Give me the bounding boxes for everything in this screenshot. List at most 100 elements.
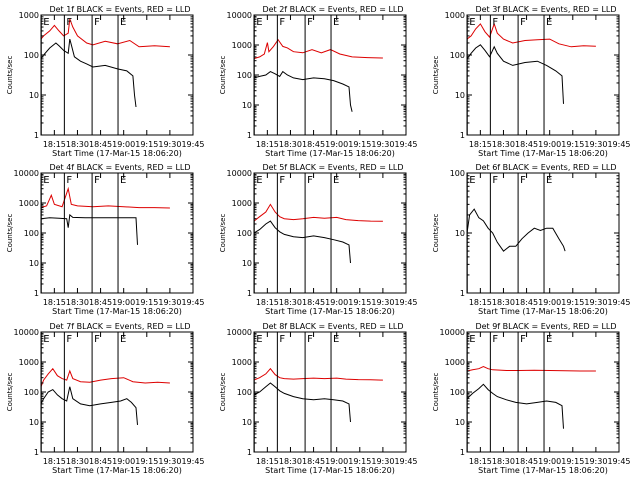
y-tick-label: 100 (450, 388, 465, 397)
y-tick-label: 10000 (14, 328, 39, 337)
y-tick-label: 100 (24, 388, 39, 397)
x-tick-label: 19:15 (348, 140, 371, 149)
x-tick-label: 18:45 (302, 298, 325, 307)
x-tick-label: 18:30 (279, 140, 302, 149)
y-tick-label: 1 (460, 448, 465, 457)
y-tick-label: 1 (34, 131, 39, 140)
y-axis-label: Counts/sec (6, 56, 14, 95)
x-axis-label: Start Time (17-Mar-15 18:06:20) (52, 466, 182, 475)
y-tick-label: 1000 (445, 11, 465, 20)
marker-label: F (520, 175, 526, 186)
y-tick-label: 100 (237, 71, 252, 80)
marker-label: E (256, 334, 262, 345)
y-tick-label: 10000 (14, 169, 39, 178)
y-tick-label: 10 (242, 418, 252, 427)
y-tick-label: 1 (247, 448, 252, 457)
x-tick-label: 18:45 (89, 298, 112, 307)
y-axis-label: Counts/sec (432, 56, 440, 95)
x-tick-label: 19:45 (394, 298, 417, 307)
x-tick-label: 19:00 (325, 457, 348, 466)
y-tick-label: 10 (242, 101, 252, 110)
lld-series-line (41, 367, 170, 387)
x-tick-label: 19:45 (181, 298, 204, 307)
y-axis-label: Counts/sec (219, 214, 227, 253)
marker-label: F (307, 17, 313, 28)
marker-label: F (520, 334, 526, 345)
y-tick-label: 10 (455, 229, 465, 238)
y-tick-label: 1 (34, 448, 39, 457)
x-tick-label: 18:15 (469, 457, 492, 466)
y-tick-label: 1000 (445, 358, 465, 367)
events-series-line (41, 386, 138, 425)
marker-label: E (120, 175, 126, 186)
marker-label: E (43, 17, 49, 28)
panel-frame (466, 172, 620, 294)
marker-label: F (94, 17, 100, 28)
y-tick-label: 1000 (19, 358, 39, 367)
x-axis-label: Start Time (17-Mar-15 18:06:20) (478, 466, 608, 475)
x-tick-label: 19:00 (538, 298, 561, 307)
x-tick-label: 19:45 (607, 457, 630, 466)
y-tick-label: 1000 (19, 199, 39, 208)
x-axis-label: Start Time (17-Mar-15 18:06:20) (478, 307, 608, 316)
marker-label: F (66, 17, 72, 28)
x-tick-label: 18:15 (256, 457, 279, 466)
x-tick-label: 18:15 (469, 140, 492, 149)
panel-frame (466, 331, 620, 453)
y-tick-label: 100 (450, 51, 465, 60)
lld-series-line (467, 366, 596, 372)
y-tick-label: 1 (247, 289, 252, 298)
marker-label: E (469, 334, 475, 345)
x-tick-label: 18:45 (515, 457, 538, 466)
panel-title: Det 3f BLACK = Events, RED = LLD (475, 5, 616, 14)
x-tick-label: 19:45 (181, 140, 204, 149)
x-tick-label: 18:15 (43, 140, 66, 149)
marker-label: E (43, 334, 49, 345)
y-axis-label: Counts/sec (219, 373, 227, 412)
x-tick-label: 19:00 (112, 457, 135, 466)
panel-title: Det 5f BLACK = Events, RED = LLD (262, 163, 403, 172)
marker-label: F (66, 175, 72, 186)
y-tick-label: 100 (24, 229, 39, 238)
x-tick-label: 18:30 (66, 140, 89, 149)
panel-title: Det 7f BLACK = Events, RED = LLD (49, 322, 190, 331)
marker-label: E (333, 334, 339, 345)
x-tick-label: 19:45 (607, 298, 630, 307)
y-tick-label: 100 (237, 229, 252, 238)
y-axis-label: Counts/sec (6, 214, 14, 253)
x-tick-label: 19:45 (181, 457, 204, 466)
events-series-line (467, 44, 564, 104)
marker-label: E (43, 175, 49, 186)
marker-label: E (469, 175, 475, 186)
marker-label: F (307, 334, 313, 345)
marker-label: F (94, 175, 100, 186)
marker-label: F (307, 175, 313, 186)
y-tick-label: 10000 (227, 11, 252, 20)
events-series-line (41, 38, 137, 108)
lld-series-line (41, 18, 170, 48)
y-tick-label: 1 (460, 289, 465, 298)
x-axis-label: Start Time (17-Mar-15 18:06:20) (265, 149, 395, 158)
x-tick-label: 19:15 (348, 457, 371, 466)
y-tick-label: 100 (24, 51, 39, 60)
y-tick-label: 10 (242, 259, 252, 268)
y-tick-label: 1000 (19, 11, 39, 20)
x-tick-label: 19:30 (584, 298, 607, 307)
marker-label: F (492, 17, 498, 28)
x-axis-label: Start Time (17-Mar-15 18:06:20) (265, 466, 395, 475)
x-tick-label: 18:30 (279, 298, 302, 307)
x-tick-label: 18:15 (469, 298, 492, 307)
x-tick-label: 19:15 (135, 140, 158, 149)
x-axis-label: Start Time (17-Mar-15 18:06:20) (52, 307, 182, 316)
panel-title: Det 2f BLACK = Events, RED = LLD (262, 5, 403, 14)
x-axis-label: Start Time (17-Mar-15 18:06:20) (478, 149, 608, 158)
panel-frame (253, 331, 407, 453)
x-tick-label: 19:30 (158, 457, 181, 466)
panel-title: Det 4f BLACK = Events, RED = LLD (49, 163, 190, 172)
